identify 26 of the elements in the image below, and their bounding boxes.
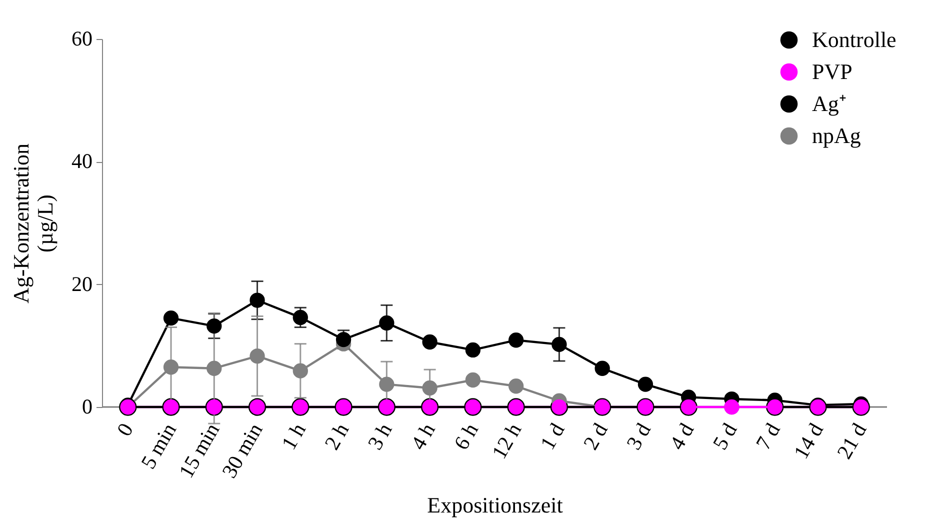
y-tick-label: 0 xyxy=(82,394,92,418)
y-tick-label: 60 xyxy=(72,26,92,50)
x-tick-label: 0 xyxy=(112,419,138,440)
x-tick-label: 4 d xyxy=(664,418,699,454)
y-tick-label: 40 xyxy=(72,149,92,174)
x-tick-label: 2 d xyxy=(578,418,613,454)
legend-label: Kontrolle xyxy=(812,27,896,52)
y-tick-label: 20 xyxy=(72,272,92,296)
x-tick-label: 4 h xyxy=(406,418,440,454)
x-tick-label: 5 min xyxy=(136,418,182,473)
x-tick-label: 2 h xyxy=(320,418,354,454)
x-tick-label: 5 d xyxy=(708,418,742,454)
x-tick-label: 3 h xyxy=(362,418,397,454)
x-tick-label: 6 h xyxy=(449,418,484,454)
x-tick-label: 7 d xyxy=(750,418,786,454)
x-tick-label: 12 h xyxy=(486,418,526,463)
y-axis-title: Ag-Konzentration (µg/L) xyxy=(8,143,58,304)
legend-label: Ag⁺ xyxy=(812,91,846,116)
x-tick-label: 21 d xyxy=(832,418,872,463)
x-axis-title: Expositionszeit xyxy=(427,492,563,518)
x-tick-label: 3 d xyxy=(622,418,656,454)
x-tick-label: 1 h xyxy=(276,418,311,454)
x-tick-label: 1 d xyxy=(535,418,570,454)
legend-label: PVP xyxy=(812,59,852,84)
legend-label: npAg xyxy=(812,123,861,148)
x-tick-label: 14 d xyxy=(788,418,828,463)
